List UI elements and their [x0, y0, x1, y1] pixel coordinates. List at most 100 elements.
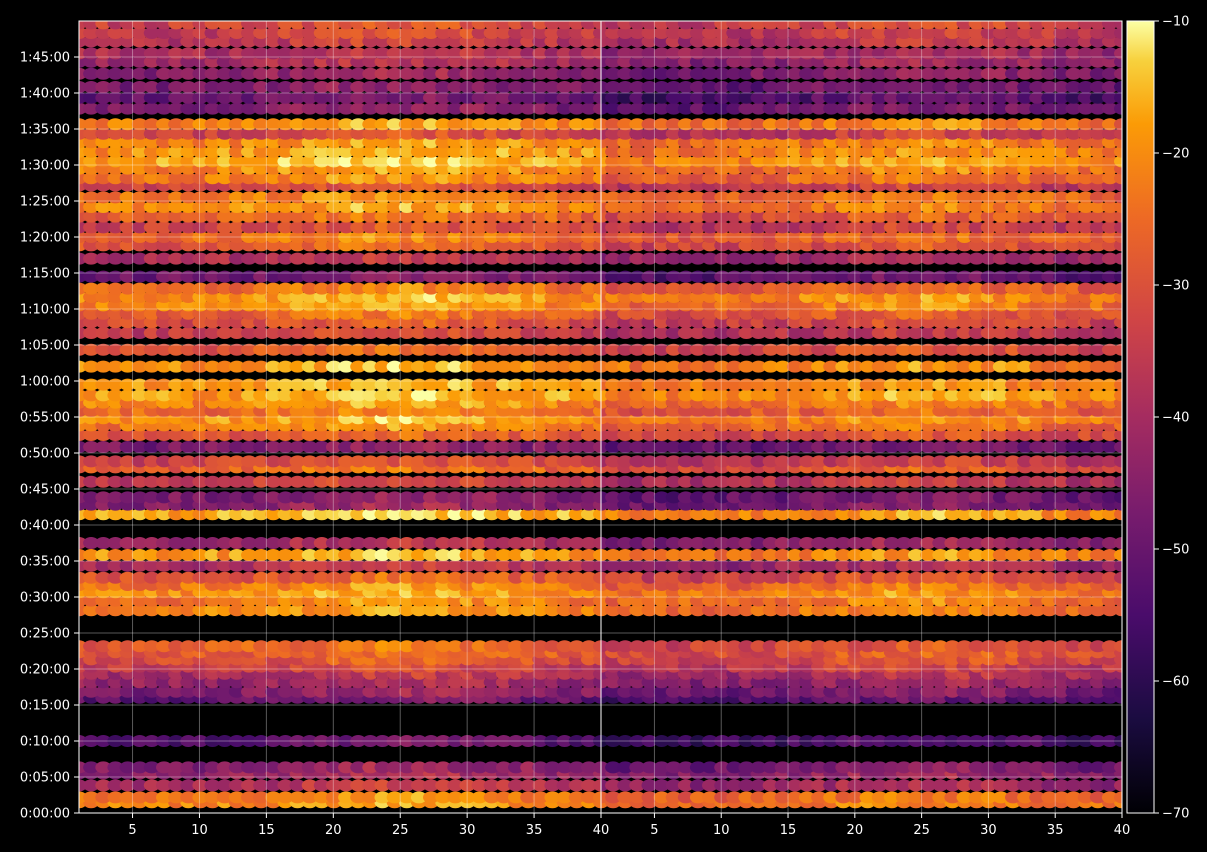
heatmap-cell [762, 594, 779, 607]
heatmap-cell [374, 405, 391, 417]
heatmap-cell [325, 118, 342, 131]
heatmap-cell [435, 549, 452, 561]
heatmap-cell [301, 282, 318, 295]
heatmap-cell [216, 81, 233, 93]
heatmap-cell [119, 508, 136, 521]
heatmap-cell [593, 491, 601, 504]
heatmap-cell [168, 282, 185, 295]
heatmap-cell [410, 604, 427, 617]
heatmap-cell [338, 405, 355, 417]
heatmap-cell [362, 307, 379, 320]
heatmap-cell [1017, 761, 1034, 774]
heatmap-cell [313, 102, 330, 115]
heatmap-cell [726, 735, 743, 747]
heatmap-cell [447, 594, 464, 607]
heatmap-cell [471, 307, 488, 320]
heatmap-cell [532, 307, 549, 320]
heatmap-cell [423, 327, 439, 339]
heatmap-cell [702, 604, 718, 617]
heatmap-cell [338, 91, 355, 104]
heatmap-cell [216, 136, 233, 149]
heatmap-cell [241, 81, 257, 93]
heatmap-cell [447, 429, 464, 441]
heatmap-cell [107, 559, 124, 572]
heatmap-cell [738, 685, 755, 698]
heatmap-cell [253, 327, 270, 339]
heatmap-cell [1065, 604, 1082, 617]
heatmap-cell [362, 231, 379, 243]
heatmap-cell [1041, 604, 1058, 617]
heatmap-cell [980, 685, 997, 698]
heatmap-cell [423, 640, 439, 653]
heatmap-cell [471, 594, 488, 607]
heatmap-cell [192, 221, 209, 234]
heatmap-cell [325, 172, 342, 185]
heatmap-cell [1017, 594, 1034, 607]
heatmap-cell [520, 201, 537, 213]
heatmap-cell [143, 136, 160, 149]
heatmap-cell [241, 35, 257, 48]
heatmap-cell [459, 640, 476, 653]
heatmap-cell [532, 389, 549, 402]
heatmap-cell [289, 231, 306, 243]
heatmap-cell [338, 559, 355, 572]
heatmap-cell [228, 47, 245, 60]
heatmap-cell [277, 455, 294, 468]
heatmap-cell [859, 779, 876, 792]
heatmap-cell [568, 343, 585, 356]
heatmap-cell [313, 761, 330, 774]
heatmap-cell [228, 685, 245, 698]
heatmap-cell [204, 441, 221, 453]
heatmap-cell [216, 316, 233, 329]
heatmap-cell [1041, 761, 1058, 774]
heatmap-cell [265, 91, 282, 104]
heatmap-cell [143, 549, 160, 561]
heatmap-cell [107, 761, 124, 774]
heatmap-cell [204, 475, 221, 488]
heatmap-cell [508, 455, 524, 468]
heatmap-cell [350, 441, 367, 453]
heatmap-cell [143, 210, 160, 223]
heatmap-cell [410, 299, 427, 312]
heatmap-cell [241, 21, 257, 30]
heatmap-cell [107, 172, 124, 185]
heatmap-cell [520, 155, 537, 168]
heatmap-cell [714, 640, 731, 653]
heatmap-cell [192, 291, 209, 303]
heatmap-cell [544, 761, 561, 774]
heatmap-cell [568, 455, 585, 468]
heatmap-cell [338, 761, 355, 774]
heatmap-cell [447, 307, 464, 320]
heatmap-cell [325, 735, 342, 747]
heatmap-cell [338, 604, 355, 617]
heatmap-cell [1005, 685, 1021, 698]
heatmap-cell [228, 252, 245, 265]
heatmap-cell [253, 210, 270, 223]
heatmap-cell [289, 102, 306, 115]
heatmap-cell [629, 779, 646, 792]
heatmap-cell [362, 239, 379, 252]
heatmap-cell [483, 343, 500, 356]
heatmap-cell [593, 761, 601, 774]
heatmap-cell [301, 136, 318, 149]
heatmap-cell [386, 559, 403, 572]
heatmap-cell [83, 685, 100, 698]
heatmap-cell [143, 252, 160, 265]
heatmap-cell [677, 604, 694, 617]
heatmap-cell [374, 429, 391, 441]
heatmap-cell [228, 475, 245, 488]
heatmap-cell [253, 155, 270, 168]
heatmap-cell [168, 239, 185, 252]
heatmap-cell [241, 47, 257, 60]
heatmap-cell [520, 761, 537, 774]
heatmap-cell [811, 761, 828, 774]
heatmap-cell [544, 316, 561, 329]
heatmap-cell [968, 640, 985, 653]
heatmap-cell [362, 559, 379, 572]
heatmap-cell [641, 676, 658, 689]
heatmap-cell [338, 136, 355, 149]
heatmap-cell [471, 136, 488, 149]
heatmap-cell [131, 791, 148, 804]
heatmap-cell [386, 102, 403, 115]
heatmap-cell [520, 21, 537, 30]
